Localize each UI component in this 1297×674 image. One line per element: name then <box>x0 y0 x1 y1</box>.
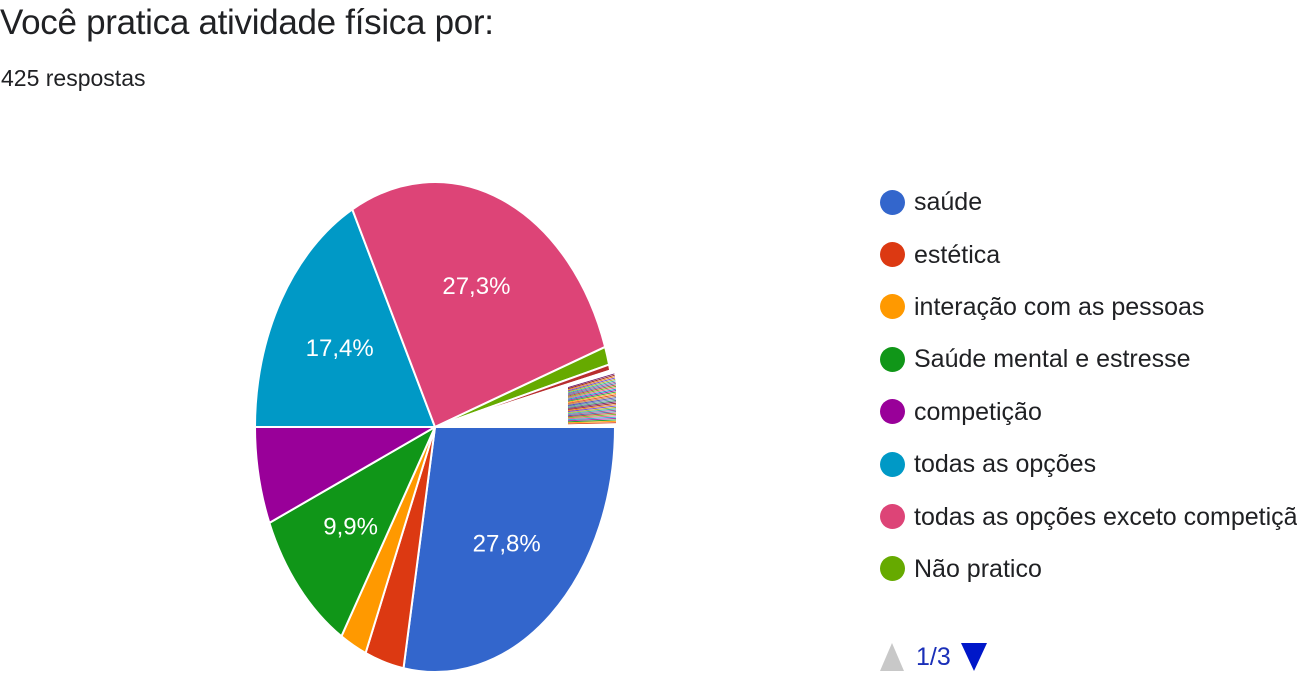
pie-tiny-slice <box>568 395 616 405</box>
legend-swatch <box>880 189 905 215</box>
pie-tiny-slice <box>568 412 616 418</box>
legend: saúde estética interação com as pessoas Saú… <box>880 176 1297 595</box>
pie-tiny-slice <box>568 398 616 407</box>
pie-tiny-slice <box>568 387 616 399</box>
page-down-icon[interactable] <box>960 643 987 671</box>
pie-tiny-slice <box>568 402 616 410</box>
pie-tiny-slice <box>568 416 616 421</box>
chart-title: Você pratica atividade física por: <box>0 3 494 42</box>
legend-label: Não pratico <box>914 554 1042 583</box>
legend-swatch <box>880 346 905 372</box>
legend-swatch <box>880 242 905 268</box>
legend-label: Saúde mental e estresse <box>914 345 1191 374</box>
legend-label: todas as opções exceto competição <box>914 502 1297 531</box>
pie-tiny-slice <box>568 411 616 417</box>
legend-swatch <box>880 294 905 320</box>
pie-tiny-slice <box>568 397 616 406</box>
pie-tiny-slice <box>568 388 616 400</box>
legend-label: saúde <box>914 188 983 217</box>
pie-tiny-slice <box>568 420 616 424</box>
response-count: 425 respostas <box>1 65 146 91</box>
pie-slice-saude-mental-e-estresse[interactable] <box>268 424 438 638</box>
pie-tiny-slice <box>568 407 616 414</box>
pie-tiny-slice <box>568 391 616 402</box>
legend-label: competição <box>914 397 1042 426</box>
pie-tiny-slice <box>568 381 616 395</box>
pie-tiny-slice <box>568 384 616 397</box>
slice-label-todas-as-opcoes: 17,4% <box>306 335 374 362</box>
legend-swatch <box>880 399 905 425</box>
legend-swatch <box>880 451 905 477</box>
legend-item-estetica[interactable]: estética <box>880 228 1297 280</box>
pie-tiny-slice <box>568 373 615 389</box>
pie-slice-saude[interactable] <box>402 426 617 673</box>
legend-item-saude-mental-e-estresse[interactable]: Saúde mental e estresse <box>880 333 1297 385</box>
pie-slice-labels: 27,8% 9,9% 17,4% 27,3% <box>306 273 541 558</box>
pie-tiny-slice <box>568 377 616 392</box>
pie-tiny-slice <box>568 405 616 412</box>
pie-tiny-slice <box>568 385 616 398</box>
pie-tiny-slices <box>568 373 616 425</box>
legend-item-todas-as-opcoes-exceto-competicao[interactable]: todas as opções exceto competição <box>880 490 1297 542</box>
pie-tiny-slice <box>568 409 616 416</box>
slice-label-saude-mental-e-estresse: 9,9% <box>323 513 378 540</box>
legend-label: interação com as pessoas <box>914 292 1205 321</box>
pie-tiny-slice <box>568 401 616 409</box>
legend-label: estética <box>914 240 1001 269</box>
legend-item-competicao[interactable]: competição <box>880 386 1297 438</box>
legend-swatch <box>880 556 905 582</box>
pie-tiny-slice <box>568 394 616 404</box>
pie-tiny-slice <box>568 415 616 420</box>
page-up-icon[interactable] <box>880 643 904 671</box>
pie-tiny-slice <box>568 422 616 425</box>
legend-pager: 1/3 <box>880 640 987 674</box>
pie-tiny-slice <box>568 378 616 393</box>
slice-label-saude: 27,8% <box>473 530 541 557</box>
pie-slice-todas-as-opcoes-exceto-competicao[interactable] <box>351 181 607 429</box>
pie-tiny-slice <box>568 404 616 411</box>
pie-tiny-slice <box>568 400 616 408</box>
pie-tiny-slice <box>568 380 616 394</box>
slice-label-todas-as-opcoes-exceto-competicao: 27,3% <box>442 273 510 300</box>
pie-tiny-slice <box>568 374 615 390</box>
pie-tiny-slice <box>568 390 616 401</box>
legend-item-saude[interactable]: saúde <box>880 176 1297 228</box>
pie-tiny-slice <box>568 376 615 391</box>
legend-item-interacao-com-as-pessoas[interactable]: interação com as pessoas <box>880 281 1297 333</box>
legend-item-nao-pratico[interactable]: Não pratico <box>880 543 1297 595</box>
pie-tiny-slice <box>568 392 616 403</box>
pie-tiny-slice <box>568 408 616 415</box>
pie-slice-todas-as-opcoes[interactable] <box>253 207 437 428</box>
legend-page-indicator: 1/3 <box>916 642 951 671</box>
pie-tiny-slice <box>568 419 616 423</box>
pie-tiny-slice <box>568 383 616 396</box>
pie-slices <box>253 181 617 673</box>
pie-slice-other-9[interactable] <box>434 369 617 428</box>
pie-tiny-slice <box>568 418 616 422</box>
legend-swatch <box>880 504 905 530</box>
legend-label: todas as opções <box>914 450 1097 479</box>
pie-tiny-slice <box>568 413 616 419</box>
legend-item-todas-as-opcoes[interactable]: todas as opções <box>880 438 1297 490</box>
